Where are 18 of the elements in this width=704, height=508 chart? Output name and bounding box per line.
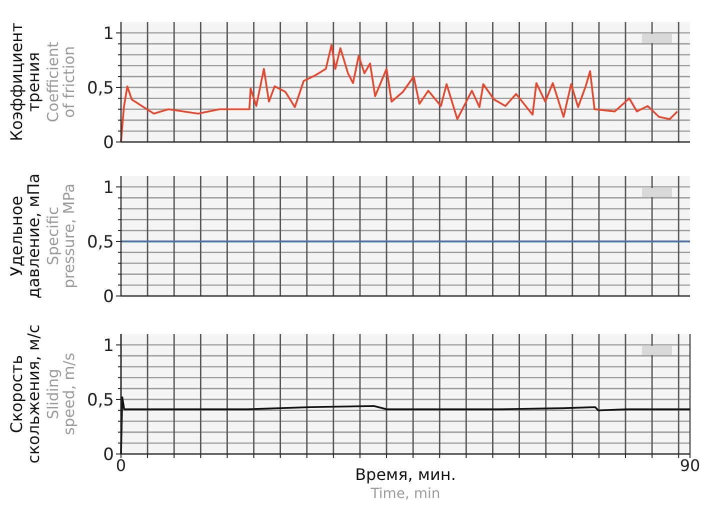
y-tick-label: 0,5 bbox=[86, 232, 114, 252]
text: Specific pressure, MPa bbox=[44, 184, 78, 288]
text: Sliding speed, m/s bbox=[44, 352, 78, 436]
y-tick-label: 0 bbox=[103, 132, 114, 153]
y-tick-label: 0,5 bbox=[86, 390, 114, 410]
x-axis-title: Время, мин. bbox=[355, 465, 456, 484]
y-tick-label: 1 bbox=[103, 24, 114, 44]
y-tick-label: 0,5 bbox=[86, 78, 114, 98]
y-tick-label: 0 bbox=[103, 286, 114, 307]
text: Time, min bbox=[370, 486, 440, 502]
line-series bbox=[120, 44, 678, 143]
y-axis-title: Скорость скольжения, м/с bbox=[7, 324, 43, 464]
y-axis-title: Коэффициент трения bbox=[7, 22, 43, 142]
text: Coefficient of friction bbox=[44, 42, 78, 122]
y-tick-label: 1 bbox=[103, 178, 114, 198]
x-tick-label: 90 bbox=[680, 456, 700, 475]
y-axis-title: Удельное давление, мПа bbox=[7, 173, 43, 299]
y-tick-label: 1 bbox=[103, 336, 114, 356]
